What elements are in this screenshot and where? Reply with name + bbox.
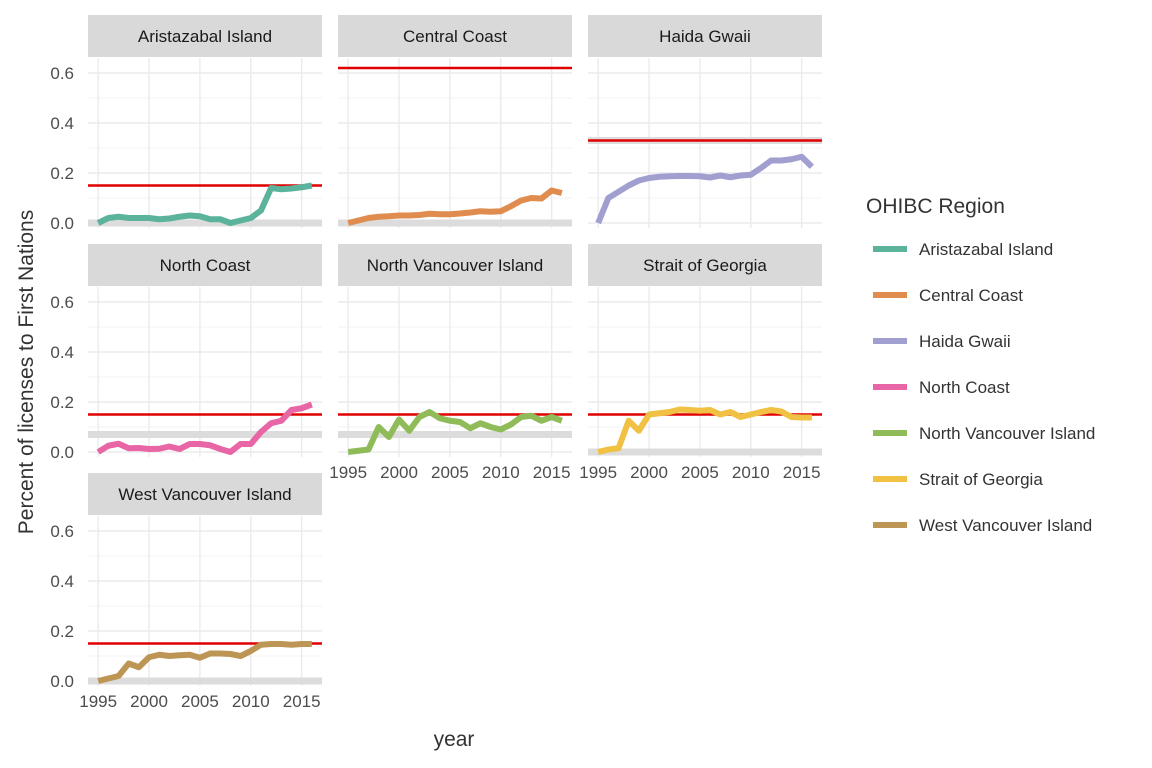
y-tick-label: 0.6 [50,293,74,312]
panel-haida-gwaii: Haida Gwaii [588,15,822,228]
y-tick-label: 0.6 [50,522,74,541]
facet-strip-label: North Vancouver Island [367,256,543,275]
panel-west-vancouver-island: West Vancouver Island 0.0 0.2 0.4 0.6 1995 200… [50,473,322,711]
x-tick-label: 2010 [482,463,520,482]
x-tick-label: 1995 [79,692,117,711]
legend-label: Central Coast [919,286,1023,305]
y-tick-label: 0.4 [50,572,74,591]
x-tick-label: 2015 [283,692,321,711]
series-line [347,187,563,226]
legend-item-north-vancouver-island: North Vancouver Island [873,424,1095,443]
facet-strip [588,15,822,57]
y-tick-label: 0.0 [50,672,74,691]
facet-strip [338,244,572,286]
x-tick-label: 2005 [431,463,469,482]
legend-label: Aristazabal Island [919,240,1053,259]
series-line [597,406,812,455]
y-tick-label: 0.4 [50,114,74,133]
series-line [595,153,814,225]
series-line [347,409,563,455]
x-axis-label: year [434,728,475,751]
x-tick-label: 2000 [630,463,668,482]
facet-strip [88,244,322,286]
facet-strip [588,244,822,286]
series-line [96,401,313,455]
x-tick-label: 2010 [232,692,270,711]
facet-strip [338,15,572,57]
facet-strip-label: Haida Gwaii [659,27,751,46]
x-tick-label: 2005 [181,692,219,711]
x-tick-label: 2000 [130,692,168,711]
facet-strip-label: Strait of Georgia [643,256,767,275]
facet-strip-label: Central Coast [403,27,507,46]
legend-item-strait-of-georgia: Strait of Georgia [873,470,1043,489]
facet-panels: Aristazabal Island 0.0 0.2 0.4 0.6 Central Co… [50,15,822,711]
facet-strip [88,15,322,57]
y-tick-label: 0.0 [50,443,74,462]
legend-item-north-coast: North Coast [873,378,1010,397]
facet-strip-label: North Coast [160,256,251,275]
panel-aristazabal-island: Aristazabal Island 0.0 0.2 0.4 0.6 [50,15,322,233]
x-tick-label: 2000 [380,463,418,482]
panel-central-coast: Central Coast [338,15,572,228]
legend-item-aristazabal-island: Aristazabal Island [873,240,1053,259]
legend-label: Strait of Georgia [919,470,1043,489]
x-tick-label: 1995 [329,463,367,482]
legend-label: Haida Gwaii [919,332,1011,351]
y-axis-label: Percent of licenses to First Nations [15,210,38,534]
y-tick-label: 0.6 [50,64,74,83]
x-tick-label: 2015 [783,463,821,482]
facet-strip [88,473,322,515]
series-line [97,641,312,684]
panel-north-coast: North Coast 0.0 0.2 0.4 0.6 [50,244,322,462]
y-tick-label: 0.2 [50,622,74,641]
legend-item-central-coast: Central Coast [873,286,1023,305]
facet-strip-label: West Vancouver Island [118,485,291,504]
y-tick-label: 0.0 [50,214,74,233]
y-tick-label: 0.2 [50,393,74,412]
legend-label: West Vancouver Island [919,516,1092,535]
legend-label: North Vancouver Island [919,424,1095,443]
x-tick-label: 2010 [732,463,770,482]
y-tick-label: 0.4 [50,343,74,362]
x-tick-label: 1995 [579,463,617,482]
x-tick-label: 2005 [681,463,719,482]
series-line [96,182,313,226]
facet-strip-label: Aristazabal Island [138,27,272,46]
y-tick-label: 0.2 [50,164,74,183]
legend-title: OHIBC Region [866,195,1005,218]
x-tick-label: 2015 [533,463,571,482]
legend-item-haida-gwaii: Haida Gwaii [873,332,1011,351]
panel-north-vancouver-island: North Vancouver Island 1995 2000 2005 2010 20… [329,244,572,482]
legend-items: Aristazabal Island Central Coast Haida Gwa… [873,240,1095,535]
panel-strait-of-georgia: Strait of Georgia 1995 2000 2005 2010 2015 [579,244,822,482]
legend: OHIBC Region Aristazabal Island Central C… [866,195,1095,535]
legend-item-west-vancouver-island: West Vancouver Island [873,516,1092,535]
legend-label: North Coast [919,378,1010,397]
